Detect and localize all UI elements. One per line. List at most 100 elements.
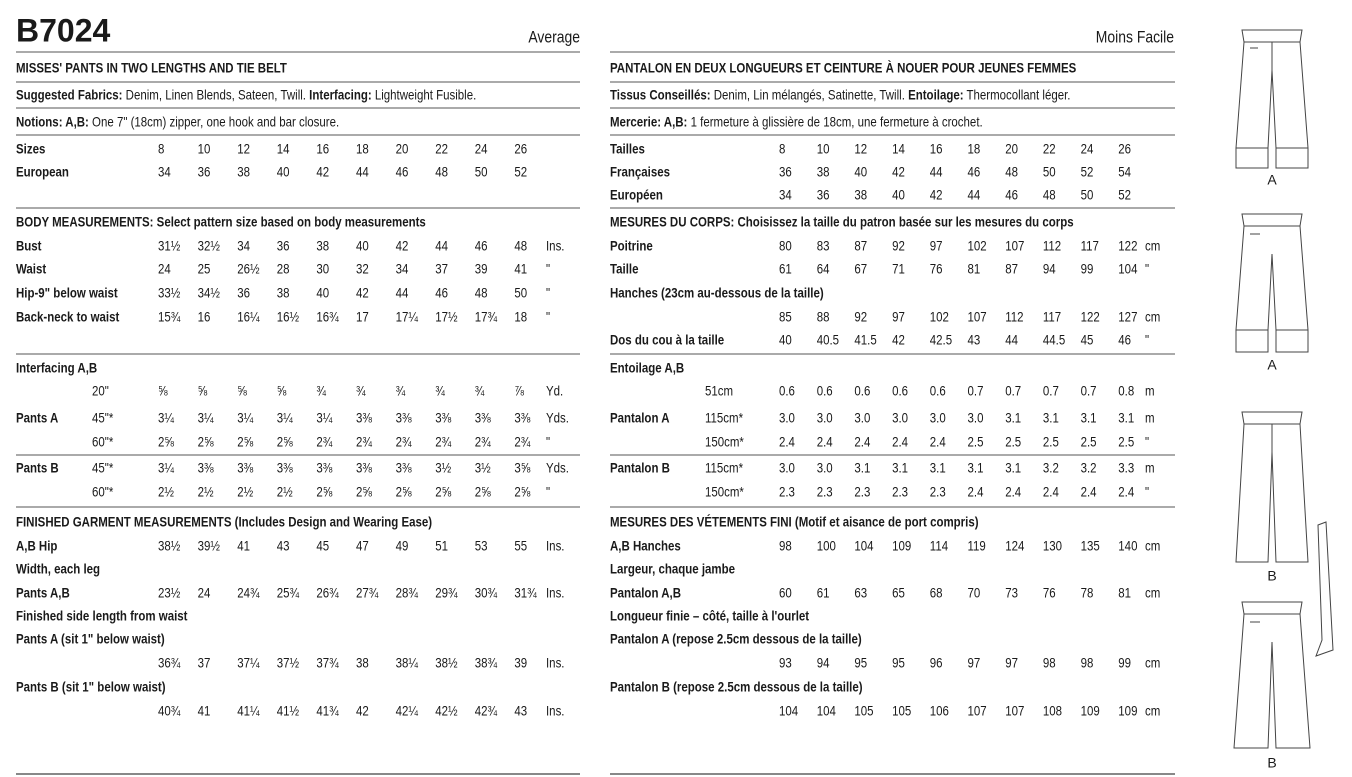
size-cell: 2⅝ — [475, 484, 491, 500]
size-cell: ¾ — [316, 383, 326, 399]
row-label: Pantalon B — [610, 460, 670, 476]
size-cell: 45 — [316, 538, 329, 554]
size-cell: ¾ — [435, 383, 445, 399]
unit: cm — [1145, 309, 1160, 325]
size-cell: 2.5 — [1081, 434, 1097, 450]
size-cell: 14 — [277, 141, 290, 157]
size-cell: 24 — [475, 141, 488, 157]
row-sublabel: 115cm* — [705, 410, 743, 426]
size-cell: 48 — [475, 285, 488, 301]
size-cell: 2⅝ — [277, 434, 293, 450]
row-label: FINISHED GARMENT MEASUREMENTS (Includes … — [16, 514, 432, 530]
row-label: Pants B — [16, 460, 59, 476]
row-sublabel: 150cm* — [705, 434, 744, 450]
row-sublabel: 60"* — [92, 434, 113, 450]
difficulty: Average — [528, 28, 580, 47]
size-cell: ⅝ — [158, 383, 168, 399]
size-cell: 31¾ — [514, 585, 537, 601]
size-cell: 97 — [930, 238, 943, 254]
unit: Ins. — [546, 655, 565, 671]
size-cell: 2⅝ — [237, 434, 253, 450]
size-cell: 93 — [779, 655, 792, 671]
size-cell: 0.8 — [1118, 383, 1134, 399]
size-cell: 85 — [779, 309, 792, 325]
notions-text: One 7" (18cm) zipper, one hook and bar c… — [89, 114, 339, 130]
pants-sketch — [1233, 601, 1311, 749]
size-cell: 43 — [277, 538, 290, 554]
size-cell: 30 — [316, 261, 329, 277]
size-cell: 117 — [1081, 238, 1099, 254]
size-cell: 20 — [1005, 141, 1018, 157]
size-cell: 41.5 — [854, 332, 876, 348]
size-cell: 40 — [356, 238, 369, 254]
size-cell: 41 — [514, 261, 527, 277]
size-cell: 135 — [1081, 538, 1100, 554]
size-cell: 2.4 — [930, 434, 946, 450]
size-cell: 38 — [854, 187, 867, 203]
row-label: Poitrine — [610, 238, 653, 254]
unit: " — [1145, 261, 1149, 277]
size-cell: 34 — [158, 164, 171, 180]
size-cell: 41 — [198, 703, 211, 719]
size-cell: 2¾ — [396, 434, 412, 450]
size-cell: 104 — [854, 538, 873, 554]
size-cell: 3.0 — [779, 410, 795, 426]
size-cell: 3½ — [435, 460, 451, 476]
notions-label: Mercerie: A,B: — [610, 114, 687, 130]
unit: m — [1145, 410, 1155, 426]
size-cell: 97 — [968, 655, 981, 671]
fabrics-label: Suggested Fabrics: — [16, 87, 122, 103]
size-cell: 63 — [854, 585, 867, 601]
notions-line: Mercerie: A,B: 1 fermeture à glissière d… — [610, 114, 983, 130]
notions-label: Notions: A,B: — [16, 114, 89, 130]
size-cell: 50 — [1081, 187, 1094, 203]
fabrics-text: Denim, Linen Blends, Sateen, Twill. — [122, 87, 309, 103]
unit: " — [1145, 484, 1149, 500]
size-cell: 109 — [892, 538, 911, 554]
interfacing-label: Interfacing: — [309, 87, 371, 103]
row-label: Hip-9" below waist — [16, 285, 118, 301]
size-cell: 36 — [817, 187, 830, 203]
size-cell: 41½ — [277, 703, 300, 719]
size-cell: 25¾ — [277, 585, 300, 601]
size-cell: 71 — [892, 261, 905, 277]
size-cell: 105 — [892, 703, 911, 719]
size-cell: 44 — [435, 238, 448, 254]
size-cell: 37 — [198, 655, 211, 671]
size-cell: 0.6 — [930, 383, 946, 399]
size-cell: 8 — [779, 141, 785, 157]
size-cell: 3⅜ — [514, 410, 530, 426]
size-cell: 114 — [930, 538, 948, 554]
size-cell: 33½ — [158, 285, 181, 301]
size-cell: 105 — [854, 703, 873, 719]
size-cell: 3.0 — [854, 410, 870, 426]
tie-belt-sketch — [1315, 521, 1334, 657]
size-cell: 40 — [779, 332, 792, 348]
pants-sketch — [1235, 213, 1309, 353]
size-cell: 0.6 — [817, 383, 833, 399]
size-cell: ⅝ — [198, 383, 208, 399]
row-label: BODY MEASUREMENTS: Select pattern size b… — [16, 214, 426, 230]
size-cell: 122 — [1081, 309, 1100, 325]
size-cell: 64 — [817, 261, 830, 277]
size-cell: 88 — [817, 309, 830, 325]
row-label: European — [16, 164, 69, 180]
fabrics-label: Tissus Conseillés: — [610, 87, 711, 103]
size-cell: 67 — [854, 261, 867, 277]
size-cell: 102 — [968, 238, 987, 254]
interfacing-label: Entoilage: — [908, 87, 963, 103]
unit: Ins. — [546, 538, 565, 554]
size-cell: 44 — [396, 285, 409, 301]
row-label: Largeur, chaque jambe — [610, 561, 735, 577]
size-cell: 2.4 — [817, 434, 833, 450]
size-cell: 48 — [1043, 187, 1056, 203]
size-cell: 17½ — [435, 309, 458, 325]
size-cell: 52 — [1081, 164, 1094, 180]
size-cell: 100 — [817, 538, 836, 554]
size-cell: ¾ — [356, 383, 366, 399]
size-cell: 18 — [356, 141, 369, 157]
row-sublabel: 45"* — [92, 460, 113, 476]
size-cell: 26½ — [237, 261, 260, 277]
size-cell: 50 — [475, 164, 488, 180]
size-cell: 61 — [817, 585, 830, 601]
